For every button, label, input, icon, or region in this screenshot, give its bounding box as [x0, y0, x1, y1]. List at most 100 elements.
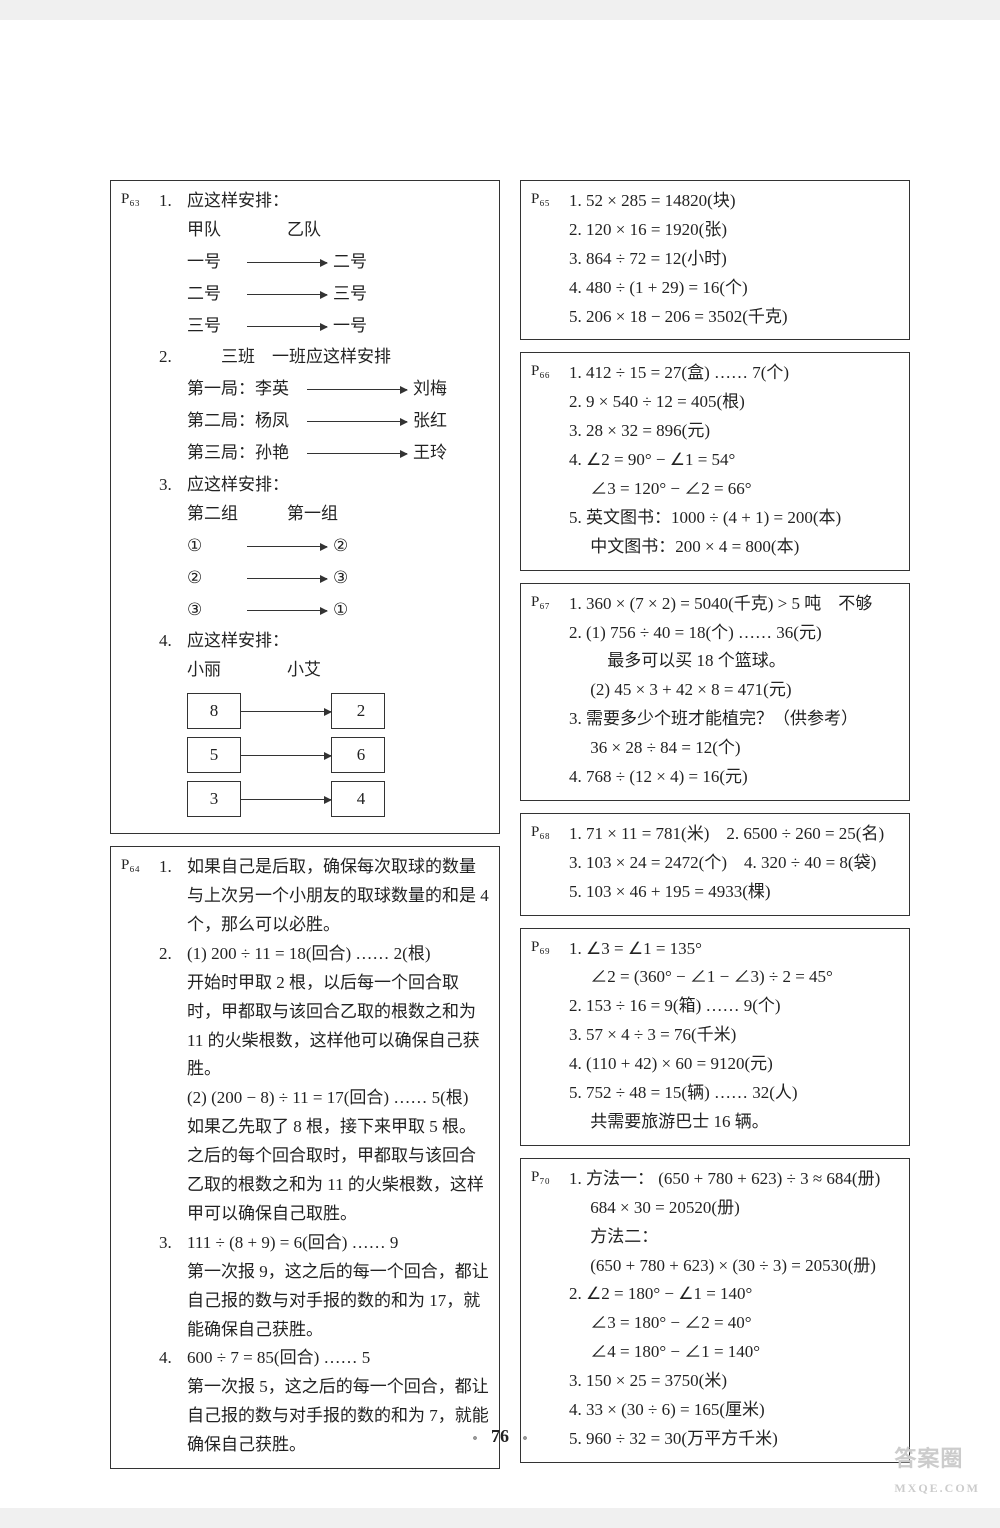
watermark: 答案圈 MXQE.COM: [894, 1440, 980, 1498]
text-row: 4. 480 ÷ (1 + 29) = 16(个): [531, 274, 899, 303]
line-text: 3. 28 × 32 = 896(元): [569, 417, 899, 446]
arrow-right: ③: [327, 564, 387, 593]
arrow-left: 一号: [187, 248, 247, 277]
box-p66: P₆₆1. 412 ÷ 15 = 27(盒) …… 7(个)2. 9 × 540…: [520, 352, 910, 570]
arrow-right: 张红: [407, 407, 467, 436]
line-text: 1. 方法一： (650 + 780 + 623) ÷ 3 ≈ 684(册): [569, 1165, 899, 1194]
arrow-icon: [241, 799, 331, 800]
line-text: 111 ÷ (8 + 9) = 6(回合) …… 9: [187, 1229, 489, 1258]
box-p63: P₆₃ 1. 应这样安排： 甲队 乙队 一号 二号 二号 三号 三号 一号: [110, 180, 500, 834]
arrow-icon: [241, 755, 331, 756]
text-row: ∠3 = 180° − ∠2 = 40°: [531, 1309, 899, 1338]
line-text: 2. 9 × 540 ÷ 12 = 405(根): [569, 388, 899, 417]
box-right: 4: [331, 781, 385, 817]
line-text: ∠2 = (360° − ∠1 − ∠3) ÷ 2 = 45°: [569, 963, 899, 992]
arrow-right: ②: [327, 532, 387, 561]
header-right: 乙队: [287, 216, 377, 245]
line-text: 5. 103 × 46 + 195 = 4933(棵): [569, 878, 899, 907]
item-number: 2.: [159, 940, 187, 969]
text-row: (650 + 780 + 623) × (30 ÷ 3) = 20530(册): [531, 1252, 899, 1281]
text-row: 4. 600 ÷ 7 = 85(回合) …… 5: [121, 1344, 489, 1373]
line-text: 5. 英文图书：1000 ÷ (4 + 1) = 200(本): [569, 504, 899, 533]
item-number: 1.: [159, 853, 187, 882]
page-ref: P₆₈: [531, 820, 569, 846]
item-number: 2.: [159, 343, 187, 372]
text-row: 4. 33 × (30 ÷ 6) = 165(厘米): [531, 1396, 899, 1425]
line-text: 3. 57 × 4 ÷ 3 = 76(千米): [569, 1021, 899, 1050]
box-p67: P₆₇1. 360 × (7 × 2) = 5040(千克) > 5 吨 不够2…: [520, 583, 910, 801]
arrow-row: ③ ①: [121, 596, 489, 625]
text-row: ∠3 = 120° − ∠2 = 66°: [531, 475, 899, 504]
page-ref-p63: P₆₃: [121, 187, 159, 213]
line-text: 2. 153 ÷ 16 = 9(箱) …… 9(个): [569, 992, 899, 1021]
box-right: 6: [331, 737, 385, 773]
text-row: 2. ∠2 = 180° − ∠1 = 140°: [531, 1280, 899, 1309]
line-text: 5. 206 × 18 − 206 = 3502(千克): [569, 303, 899, 332]
arrow-right: 一号: [327, 312, 387, 341]
p63-item3-head: 3. 应这样安排：: [121, 471, 489, 500]
line-text: 5. 960 ÷ 32 = 30(万平方千米): [569, 1425, 899, 1454]
line-text: 1. 71 × 11 = 781(米) 2. 6500 ÷ 260 = 25(名…: [569, 820, 899, 849]
header-left: 甲队: [187, 216, 277, 245]
line-text: (1) 200 ÷ 11 = 18(回合) …… 2(根): [187, 940, 489, 969]
line-text: 684 × 30 = 20520(册): [569, 1194, 899, 1223]
text-row: (2) 45 × 3 + 42 × 8 = 471(元): [531, 676, 899, 705]
arrow-left: 第二局：杨凤: [187, 407, 307, 436]
arrow-row: 一号 二号: [121, 248, 489, 277]
text-row: 5. 英文图书：1000 ÷ (4 + 1) = 200(本): [531, 504, 899, 533]
box-right: 2: [331, 693, 385, 729]
line-text: 4. (110 + 42) × 60 = 9120(元): [569, 1050, 899, 1079]
item-title: 应这样安排：: [187, 627, 489, 656]
arrow-row: 第一局：李英 刘梅: [121, 375, 489, 404]
line-text: 2. 120 × 16 = 1920(张): [569, 216, 899, 245]
line-text: 最多可以买 18 个篮球。: [569, 647, 899, 676]
box-p64: P₆₄ 1. 如果自己是后取，确保每次取球的数量与上次另一个小朋友的取球数量的和…: [110, 846, 500, 1469]
box-p68: P₆₈1. 71 × 11 = 781(米) 2. 6500 ÷ 260 = 2…: [520, 813, 910, 916]
line-text: (2) (200 − 8) ÷ 11 = 17(回合) …… 5(根): [187, 1084, 489, 1113]
text-row: 3. 111 ÷ (8 + 9) = 6(回合) …… 9: [121, 1229, 489, 1258]
text-row: 36 × 28 ÷ 84 = 12(个): [531, 734, 899, 763]
text-row: 5. 206 × 18 − 206 = 3502(千克): [531, 303, 899, 332]
page: P₆₃ 1. 应这样安排： 甲队 乙队 一号 二号 二号 三号 三号 一号: [0, 20, 1000, 1508]
header-left: 小丽: [187, 656, 277, 685]
line-text: (2) 45 × 3 + 42 × 8 = 471(元): [569, 676, 899, 705]
text-row: 共需要旅游巴士 16 辆。: [531, 1108, 899, 1137]
line-text: 5. 752 ÷ 48 = 15(辆) …… 32(人): [569, 1079, 899, 1108]
text-row: 5. 752 ÷ 48 = 15(辆) …… 32(人): [531, 1079, 899, 1108]
arrow-left: 第一局：李英: [187, 375, 307, 404]
arrow-icon: [241, 711, 331, 712]
arrow-icon: [247, 546, 327, 547]
text-row: 2. 9 × 540 ÷ 12 = 405(根): [531, 388, 899, 417]
text-row: 开始时甲取 2 根，以后每一个回合取时，甲都取与该回合乙取的根数之和为 11 的…: [121, 969, 489, 1085]
text-row: P₆₆1. 412 ÷ 15 = 27(盒) …… 7(个): [531, 359, 899, 388]
text-row: P₆₄ 1. 如果自己是后取，确保每次取球的数量与上次另一个小朋友的取球数量的和…: [121, 853, 489, 940]
box-p69: P₆₉1. ∠3 = ∠1 = 135° ∠2 = (360° − ∠1 − ∠…: [520, 928, 910, 1146]
arrow-row: 三号 一号: [121, 312, 489, 341]
page-ref-p64: P₆₄: [121, 853, 159, 879]
text-row: 4. ∠2 = 90° − ∠1 = 54°: [531, 446, 899, 475]
line-text: 4. ∠2 = 90° − ∠1 = 54°: [569, 446, 899, 475]
watermark-main: 答案圈: [894, 1446, 963, 1471]
arrow-icon: [247, 610, 327, 611]
arrow-right: 刘梅: [407, 375, 467, 404]
line-text: 36 × 28 ÷ 84 = 12(个): [569, 734, 899, 763]
arrow-left: 三号: [187, 312, 247, 341]
text-row: 3. 150 × 25 = 3750(米): [531, 1367, 899, 1396]
header-right: 第一组: [287, 500, 377, 529]
item-title: 三班 一班应这样安排: [187, 343, 489, 372]
line-text: 1. 412 ÷ 15 = 27(盒) …… 7(个): [569, 359, 899, 388]
arrow-icon: [247, 326, 327, 327]
text-row: 2. 120 × 16 = 1920(张): [531, 216, 899, 245]
line-text: 2. (1) 756 ÷ 40 = 18(个) …… 36(元): [569, 619, 899, 648]
text-row: 4. (110 + 42) × 60 = 9120(元): [531, 1050, 899, 1079]
name-header: 小丽 小艾: [121, 656, 489, 685]
line-text: 中文图书：200 × 4 = 800(本): [569, 533, 899, 562]
arrow-right: 王玲: [407, 439, 467, 468]
text-row: 2. 153 ÷ 16 = 9(箱) …… 9(个): [531, 992, 899, 1021]
arrow-row: ① ②: [121, 532, 489, 561]
left-column: P₆₃ 1. 应这样安排： 甲队 乙队 一号 二号 二号 三号 三号 一号: [110, 180, 500, 1448]
right-column: P₆₅1. 52 × 285 = 14820(块)2. 120 × 16 = 1…: [520, 180, 910, 1448]
text-row: P₆₅1. 52 × 285 = 14820(块): [531, 187, 899, 216]
line-text: 共需要旅游巴士 16 辆。: [569, 1108, 899, 1137]
arrow-row: 二号 三号: [121, 280, 489, 309]
